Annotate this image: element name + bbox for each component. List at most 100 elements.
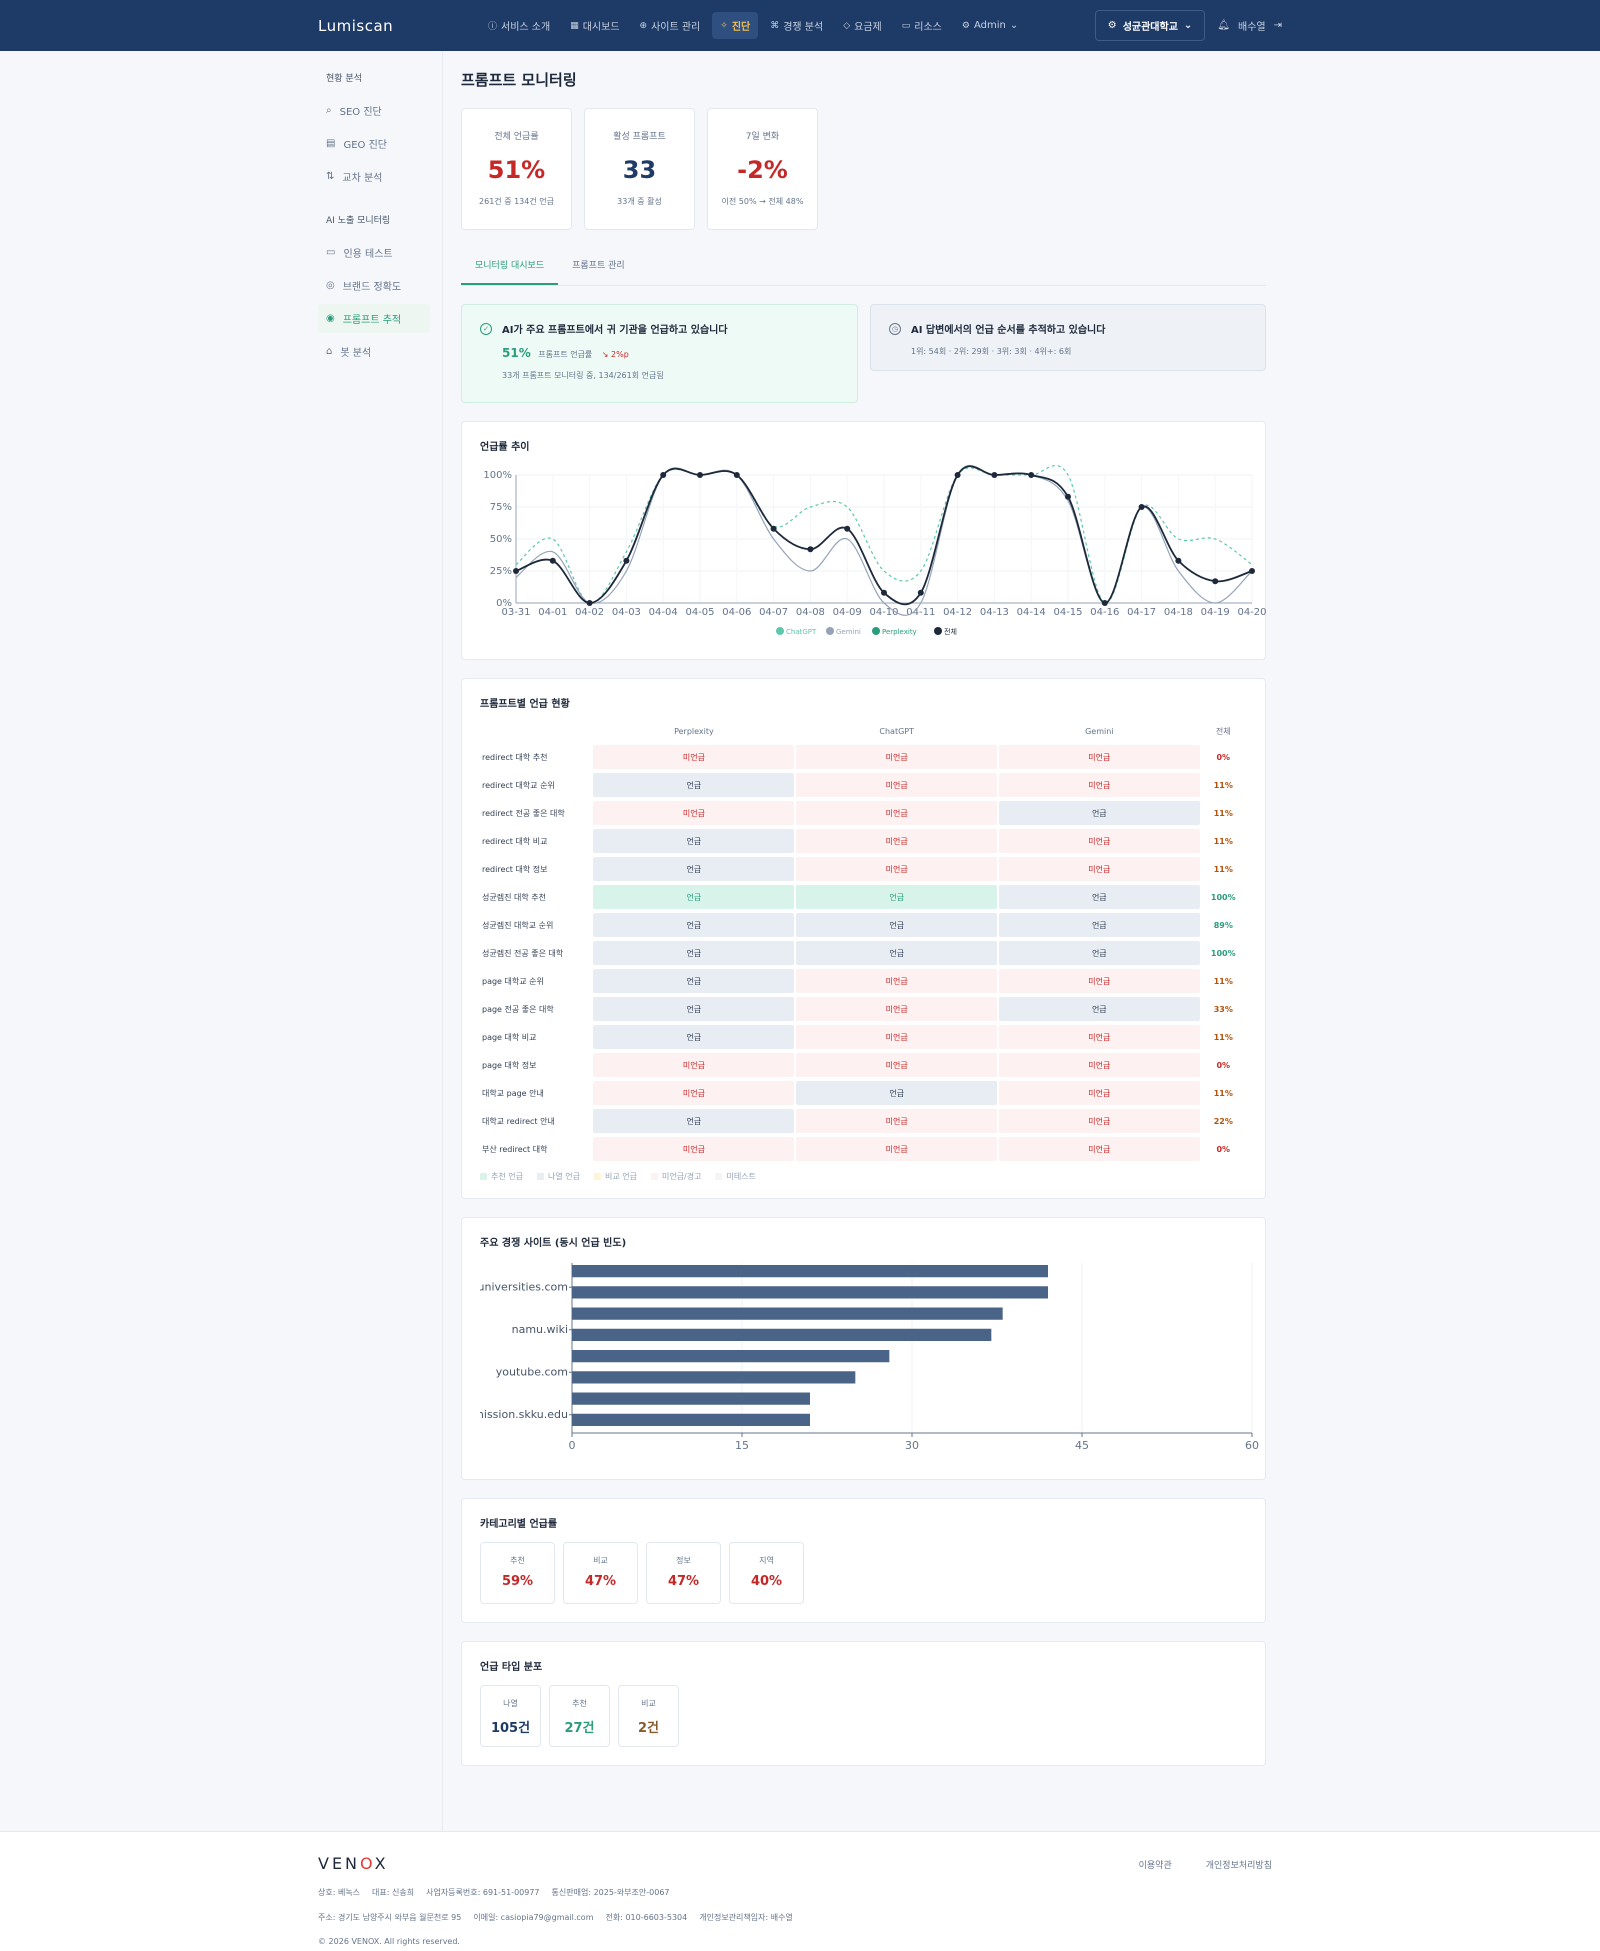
mention-type-tile: 나열 105건 xyxy=(480,1685,541,1747)
table-row: redirect 대학 정보 언급 미언급 미언급 11% xyxy=(482,857,1245,881)
sidebar-item[interactable]: ⌂ 봇 분석 xyxy=(318,337,430,366)
org-icon: ⚙ xyxy=(1107,20,1117,31)
y-tick-label: 50% xyxy=(490,534,512,545)
tab-monitoring-dashboard[interactable]: 모니터링 대시보드 xyxy=(461,248,559,285)
header-right: ⚙ 성균관대학교 ⌄ 🔔︎ 배수열 ⇥ xyxy=(1094,10,1282,41)
nav-item[interactable]: ⚙ Admin ⌄ xyxy=(954,14,1026,37)
data-point xyxy=(697,472,703,478)
sidebar-item[interactable]: ▭ 인용 테스트 xyxy=(318,238,430,267)
terms-link[interactable]: 이용약관 xyxy=(1138,1861,1172,1871)
sidebar-item-label: 인용 테스트 xyxy=(343,249,393,260)
series-line-ChatGPT xyxy=(515,465,1253,604)
nav-item[interactable]: ⊕ 사이트 관리 xyxy=(632,12,709,39)
nav-label: 리소스 xyxy=(914,22,942,33)
stat-value: -2% xyxy=(737,156,788,184)
x-tick-label: 15 xyxy=(735,1439,749,1452)
sidebar-item[interactable]: ◉ 프롬프트 추적 xyxy=(318,304,430,333)
nav-item[interactable]: ▭ 리소스 xyxy=(894,12,950,39)
nav-item[interactable]: ✧ 진단 xyxy=(712,12,759,39)
data-point xyxy=(1249,568,1255,574)
sidebar-item-label: 봇 분석 xyxy=(340,348,372,359)
total-cell: 100% xyxy=(1210,948,1236,958)
sidebar-icon: ▭ xyxy=(326,247,336,258)
x-tick-label: 60 xyxy=(1245,1439,1259,1452)
x-tick-label: 04-05 xyxy=(685,607,714,618)
mention-cell: 미언급 xyxy=(999,829,1200,853)
nav-item[interactable]: ▦ 대시보드 xyxy=(562,12,627,39)
bar xyxy=(572,1328,992,1341)
stat-card-7day-change: 7일 변화 -2% 이전 50% → 전체 48% xyxy=(707,108,818,230)
mention-cell: 언급 xyxy=(999,801,1200,825)
mention-type-label: 추천 xyxy=(572,1699,587,1708)
nav-icon: ⊕ xyxy=(639,20,648,31)
stats-row: 전체 언급률 51% 261건 중 134건 언급 활성 프롬프트 33 33개… xyxy=(461,108,1266,230)
data-point xyxy=(1028,472,1035,478)
nav-label: Admin xyxy=(973,20,1006,31)
nav-item[interactable]: ⌘ 경쟁 분석 xyxy=(762,12,831,39)
prompt-label: page 대학 정보 xyxy=(482,1060,537,1070)
x-tick-label: 04-07 xyxy=(759,607,788,618)
alert-detail: 33개 프롬프트 모니터링 중, 134/261회 언급됨 xyxy=(502,371,664,380)
total-cell: 11% xyxy=(1213,976,1233,986)
competitor-bar-chart: 0 15 30 45 60 topuniversities.com namu.wiki you… xyxy=(459,1263,1259,1452)
alerts-row: ✓ AI가 주요 프롬프트에서 귀 기관을 언급하고 있습니다 51% 프롬프트… xyxy=(461,304,1266,403)
category-card: 카테고리별 언급률 추천 59% 비교 47% 정보 47% 지역 40% xyxy=(461,1498,1266,1623)
table-legend: 추천 언급 나열 언급 비교 언급 미언급/경고 미테스트 xyxy=(480,1171,1247,1182)
sidebar-item[interactable]: ◎ 브랜드 정확도 xyxy=(318,271,430,300)
nav-icon: ⓘ xyxy=(488,22,498,32)
mention-cell: 언급 xyxy=(593,997,795,1021)
category-label: 추천 xyxy=(510,1556,525,1565)
prompt-label: 대학교 page 안내 xyxy=(482,1088,544,1098)
nav-item[interactable]: ◇ 요금제 xyxy=(835,12,890,39)
total-cell: 11% xyxy=(1213,780,1233,790)
footer-copyright: © 2026 VENOX. All rights reserved. xyxy=(318,1937,460,1946)
chevron-down-icon: ⌄ xyxy=(1183,20,1193,31)
logout-icon[interactable]: ⇥ xyxy=(1273,20,1282,31)
prompt-label: 성균렘진 대학교 순위 xyxy=(482,920,554,930)
table-header-total: 전체 xyxy=(1215,727,1231,736)
top-navbar: Lumiscan ⓘ 서비스 소개 ▦ 대시보드 ⊕ 사이트 관리 ✧ 진단 ⌘ 경쟁 분석 ◇ 요금… xyxy=(0,0,1600,51)
mention-cell: 언급 xyxy=(593,941,795,965)
bell-icon[interactable]: 🔔︎ xyxy=(1217,20,1230,31)
mention-cell: 언급 xyxy=(999,941,1200,965)
bar xyxy=(572,1286,1048,1299)
data-point xyxy=(917,589,924,596)
user-area: 🔔︎ 배수열 ⇥ xyxy=(1217,18,1282,33)
legend-label: 전체 xyxy=(944,627,957,636)
nav-label: 진단 xyxy=(731,22,751,33)
mention-cell: 미언급 xyxy=(999,969,1200,993)
sidebar-item-label: SEO 진단 xyxy=(339,107,382,118)
data-point xyxy=(1175,557,1182,564)
nav-icon: ⌘ xyxy=(770,20,780,31)
sidebar-icon: ⌂ xyxy=(326,346,333,357)
sidebar-item[interactable]: ⇅ 교차 분석 xyxy=(318,162,430,191)
logo[interactable]: Lumiscan xyxy=(318,16,394,35)
stat-label: 전체 언급률 xyxy=(494,132,539,142)
tab-prompt-management[interactable]: 프롬프트 관리 xyxy=(572,261,625,271)
table-header-perplexity: Perplexity xyxy=(674,727,714,736)
sidebar-item-label: 브랜드 정확도 xyxy=(342,282,402,293)
x-tick-label: 04-20 xyxy=(1237,607,1266,618)
stat-sub: 이전 50% → 전체 48% xyxy=(721,197,804,206)
mention-cell: 언급 xyxy=(796,885,998,909)
x-tick-label: 04-10 xyxy=(869,607,898,618)
prompt-label: page 대학교 순위 xyxy=(482,976,544,986)
sidebar-item[interactable]: ⌕ SEO 진단 xyxy=(318,96,430,125)
sidebar: 현황 분석 ⌕ SEO 진단 ▤ GEO 진단 ⇅ 교차 분석 AI 노출 모니터링 ▭ 인… xyxy=(0,51,442,1831)
nav-item[interactable]: ⓘ 서비스 소개 xyxy=(480,12,558,39)
data-point xyxy=(586,600,593,606)
mention-cell: 미언급 xyxy=(999,1081,1200,1105)
org-select[interactable]: ⚙ 성균관대학교 ⌄ xyxy=(1094,10,1206,41)
sidebar-item[interactable]: ▤ GEO 진단 xyxy=(318,129,430,158)
page-title: 프롬프트 모니터링 xyxy=(461,71,577,89)
privacy-link[interactable]: 개인정보처리방침 xyxy=(1205,1861,1272,1871)
total-cell: 22% xyxy=(1213,1116,1233,1126)
mention-cell: 언급 xyxy=(796,941,998,965)
y-tick-label: namu.wiki xyxy=(512,1323,568,1336)
main-content: 프롬프트 모니터링 전체 언급률 51% 261건 중 134건 언급 활성 프… xyxy=(443,51,1267,1831)
user-name[interactable]: 배수열 xyxy=(1238,22,1266,33)
data-point xyxy=(954,472,961,478)
table-header-empty xyxy=(482,722,591,741)
legend-untested: 미테스트 xyxy=(715,1171,755,1182)
total-cell: 89% xyxy=(1213,920,1233,930)
